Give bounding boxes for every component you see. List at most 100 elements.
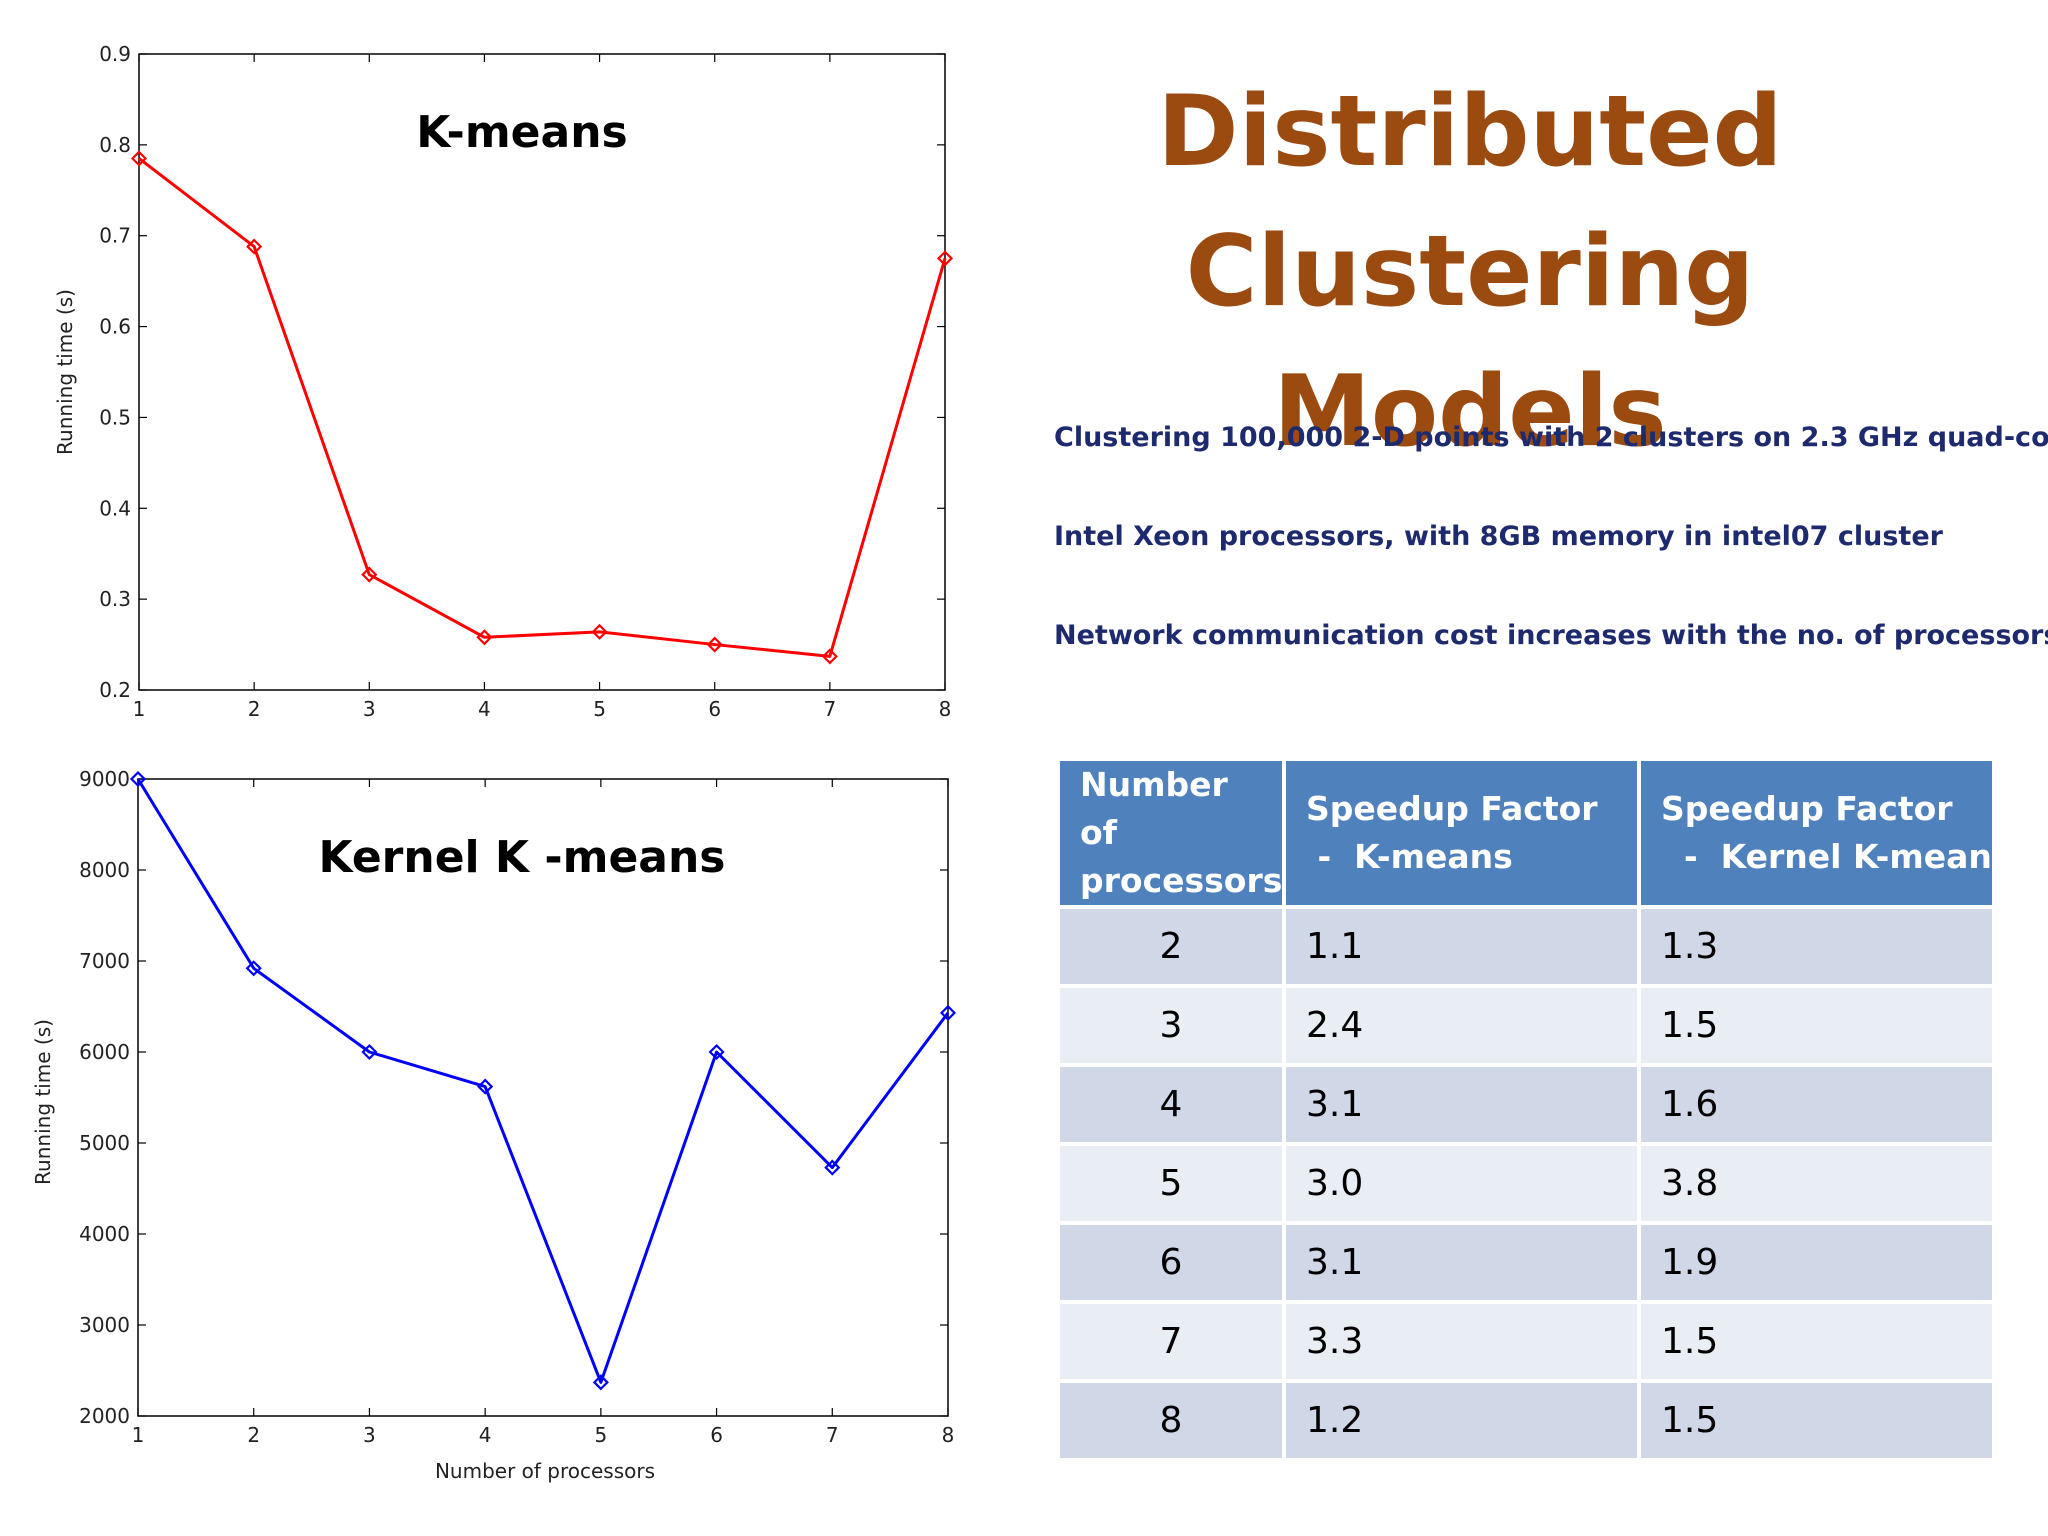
- cell-speedup-kernel: 1.6: [1637, 1063, 1996, 1146]
- kernel-kmeans-x-tick-label: 4: [479, 1423, 492, 1447]
- cell-speedup-kernel: 1.3: [1637, 905, 1996, 988]
- kernel-kmeans-x-tick-label: 2: [247, 1423, 260, 1447]
- kmeans-y-tick-label: 0.3: [99, 587, 131, 611]
- cell-speedup-kernel: 3.8: [1637, 1142, 1996, 1225]
- description-line-2: Intel Xeon processors, with 8GB memory i…: [1054, 521, 1943, 552]
- kmeans-series-line: [138, 157, 947, 658]
- kmeans-data-point: [130, 150, 148, 167]
- kernel-kmeans-x-tick-label: 5: [594, 1423, 607, 1447]
- kmeans-y-tick-label: 0.2: [99, 678, 131, 702]
- kmeans-x-tick-label: 1: [133, 697, 146, 721]
- cell-processors: 4: [1056, 1063, 1286, 1146]
- cell-processors: 5: [1056, 1142, 1286, 1225]
- kernel-kmeans-x-tick-label: 8: [942, 1423, 955, 1447]
- kmeans-plot-frame: [138, 53, 946, 691]
- speedup-table: Number of processors Speedup Factor - K-…: [1056, 757, 2012, 1462]
- kmeans-x-tick-label: 3: [363, 697, 376, 721]
- cell-speedup-kmeans: 3.1: [1282, 1221, 1641, 1304]
- slide-title-line-2: Clustering Models: [1185, 215, 1755, 469]
- slide-title-line-1: Distributed: [1157, 75, 1783, 189]
- kmeans-chart: 1 2 3 4 5 6 7 8 0.2 0.3 0.4 0.5 0.6 0.7 0.8 0.9 Running …: [53, 42, 954, 721]
- kernel-kmeans-y-axis-label: Running time (s): [31, 1019, 55, 1185]
- kmeans-x-tick-label: 4: [478, 697, 491, 721]
- kmeans-x-tick-label: 7: [823, 697, 836, 721]
- kernel-kmeans-y-tick-label: 8000: [79, 858, 130, 882]
- kernel-kmeans-y-tick-label: 9000: [79, 767, 130, 791]
- cell-speedup-kmeans: 3.1: [1282, 1063, 1641, 1146]
- header-speedup-kmeans-line-2: - K-means: [1306, 837, 1513, 876]
- kernel-kmeans-x-axis-label: Number of processors: [435, 1459, 655, 1483]
- header-speedup-kmeans-line-1: Speedup Factor: [1306, 789, 1598, 828]
- kernel-kmeans-data-point: [361, 1043, 378, 1061]
- kernel-kmeans-data-point: [592, 1374, 609, 1391]
- cell-processors: 2: [1056, 905, 1286, 988]
- kmeans-x-tick-label: 8: [939, 697, 952, 721]
- kmeans-x-tick-label: 6: [708, 697, 721, 721]
- kernel-kmeans-data-point: [824, 1159, 841, 1176]
- kernel-kmeans-y-tick-label: 6000: [79, 1040, 130, 1064]
- kernel-kmeans-y-tick-label: 5000: [79, 1131, 130, 1155]
- kmeans-y-tick-label: 0.7: [99, 224, 131, 248]
- kmeans-y-tick-label: 0.9: [99, 42, 131, 66]
- cell-speedup-kmeans: 3.3: [1282, 1300, 1641, 1383]
- kmeans-data-point: [591, 623, 608, 640]
- kernel-kmeans-data-point: [939, 1004, 957, 1021]
- cell-speedup-kmeans: 3.0: [1282, 1142, 1641, 1225]
- header-speedup-kernel-line-1: Speedup Factor: [1661, 789, 1953, 828]
- kernel-kmeans-data-point: [129, 770, 147, 788]
- table-row: 7 3.3 1.5: [1056, 1300, 1996, 1383]
- table-row: 3 2.4 1.5: [1056, 984, 1996, 1067]
- cell-speedup-kmeans: 1.1: [1282, 905, 1641, 988]
- kernel-kmeans-data-point: [708, 1043, 725, 1061]
- kernel-kmeans-data-point: [477, 1078, 494, 1095]
- header-speedup-kernel: Speedup Factor - Kernel K-means: [1637, 757, 2012, 909]
- kernel-kmeans-chart: 1 2 3 4 5 6 7 8 2000 3000 4000 5000 6000 7000 8000 9000…: [31, 767, 957, 1483]
- header-processors-line-1: Number of: [1080, 765, 1228, 852]
- table-row: 6 3.1 1.9: [1056, 1221, 1996, 1304]
- kernel-kmeans-y-tick-label: 2000: [79, 1404, 130, 1428]
- kmeans-chart-title: K-means: [416, 107, 627, 158]
- kernel-kmeans-x-tick-label: 7: [826, 1423, 839, 1447]
- cell-processors: 7: [1056, 1300, 1286, 1383]
- cell-processors: 3: [1056, 984, 1286, 1067]
- kernel-kmeans-plot-frame: [137, 778, 949, 1417]
- description-line-1: Clustering 100,000 2-D points with 2 clu…: [1054, 422, 2048, 453]
- header-speedup-kernel-line-2: - Kernel K-means: [1661, 837, 2012, 876]
- kmeans-data-point: [821, 648, 838, 665]
- kmeans-y-tick-label: 0.6: [99, 315, 131, 339]
- kmeans-y-axis-label: Running time (s): [53, 289, 77, 455]
- kmeans-data-point: [706, 636, 723, 653]
- header-processors-line-2: processors: [1080, 861, 1283, 900]
- kernel-kmeans-y-tick-label: 7000: [79, 949, 130, 973]
- cell-speedup-kmeans: 1.2: [1282, 1379, 1641, 1462]
- cell-processors: 8: [1056, 1379, 1286, 1462]
- slide-title: Distributed Clustering Models: [1010, 62, 1930, 482]
- kernel-kmeans-y-tick-label: 3000: [79, 1313, 130, 1337]
- description-text: Clustering 100,000 2-D points with 2 clu…: [1054, 418, 2048, 715]
- kernel-kmeans-data-point: [245, 960, 262, 977]
- table-row: 2 1.1 1.3: [1056, 905, 1996, 988]
- table-row: 4 3.1 1.6: [1056, 1063, 1996, 1146]
- kmeans-data-point: [246, 238, 263, 255]
- table-header-row: Number of processors Speedup Factor - K-…: [1056, 757, 2012, 909]
- kernel-kmeans-y-tick-label: 4000: [79, 1222, 130, 1246]
- table-row: 8 1.2 1.5: [1056, 1379, 1996, 1462]
- description-line-3: Network communication cost increases wit…: [1054, 620, 2048, 651]
- cell-speedup-kmeans: 2.4: [1282, 984, 1641, 1067]
- cell-speedup-kernel: 1.9: [1637, 1221, 1996, 1304]
- kmeans-data-point: [361, 566, 378, 583]
- kmeans-x-tick-label: 5: [593, 697, 606, 721]
- cell-speedup-kernel: 1.5: [1637, 984, 1996, 1067]
- cell-speedup-kernel: 1.5: [1637, 1300, 1996, 1383]
- header-speedup-kmeans: Speedup Factor - K-means: [1282, 757, 1641, 909]
- kmeans-data-point: [476, 629, 493, 646]
- kmeans-x-tick-label: 2: [248, 697, 261, 721]
- kmeans-data-point: [936, 250, 954, 267]
- kernel-kmeans-series-line: [136, 778, 950, 1384]
- kernel-kmeans-x-tick-label: 1: [132, 1423, 145, 1447]
- kmeans-y-tick-label: 0.5: [99, 405, 131, 429]
- table-row: 5 3.0 3.8: [1056, 1142, 1996, 1225]
- kmeans-y-tick-label: 0.4: [99, 496, 131, 520]
- kernel-kmeans-x-tick-label: 6: [710, 1423, 723, 1447]
